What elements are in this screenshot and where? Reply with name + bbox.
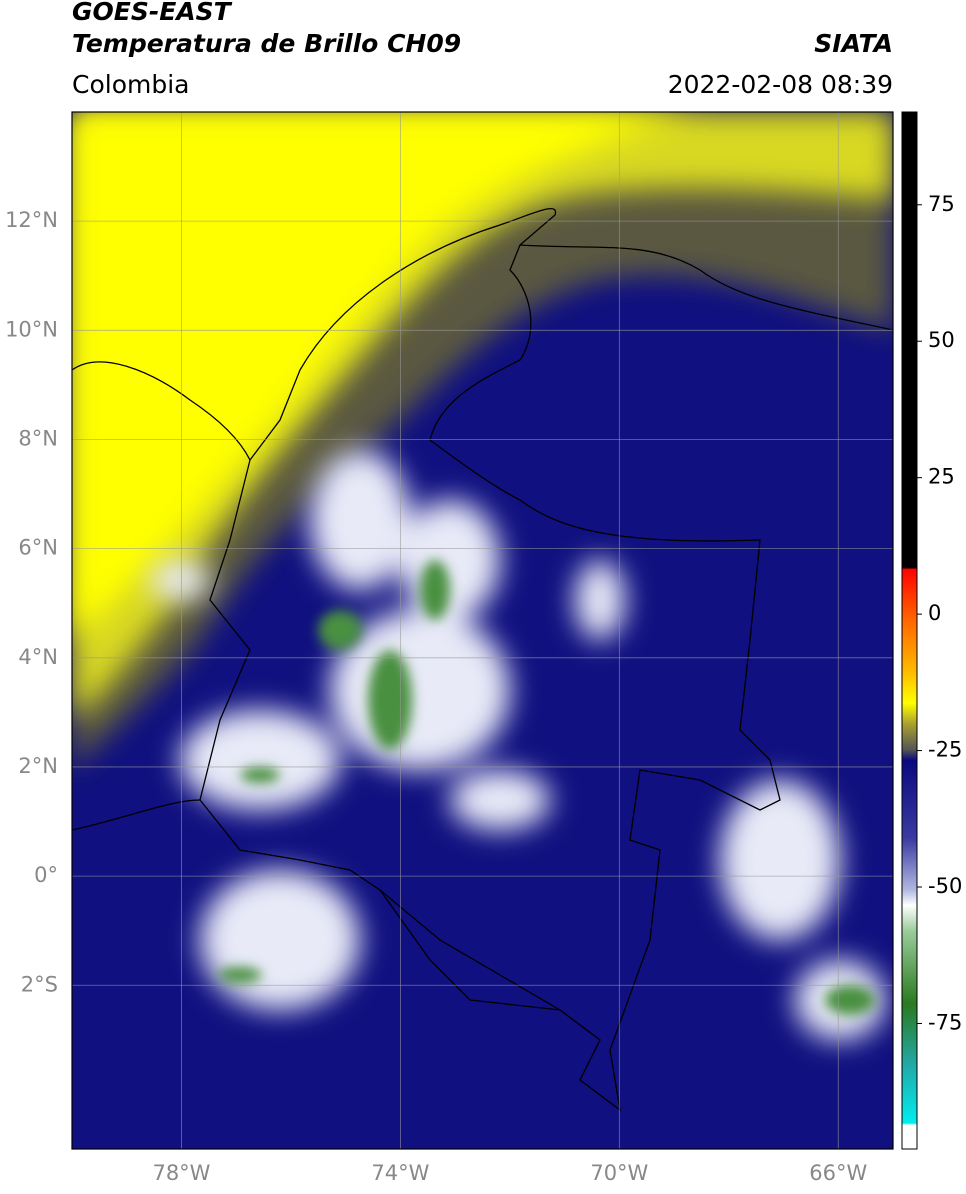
colorbar-tick-label: 0 — [928, 601, 941, 625]
x-tick-label: 74°W — [371, 1161, 429, 1185]
y-tick-label: 8°N — [18, 426, 58, 450]
colorbar-tick-label: -50 — [928, 874, 962, 898]
y-tick-label: 0° — [34, 863, 58, 887]
y-tick-label: 12°N — [5, 208, 58, 232]
satellite-image — [72, 112, 893, 1149]
colorbar-tick-label: 50 — [928, 328, 955, 352]
y-tick-label: 2°S — [21, 972, 58, 996]
colorbar — [901, 111, 918, 1150]
x-tick-label: 78°W — [152, 1161, 210, 1185]
region: Colombia — [72, 70, 189, 99]
product: Temperatura de Brillo CH09 — [72, 29, 461, 58]
y-tick-label: 10°N — [5, 317, 58, 341]
colorbar-tick-label: -75 — [928, 1010, 962, 1034]
colorbar-tick-label: 25 — [928, 465, 955, 489]
colorbar-tick-label: -25 — [928, 738, 962, 762]
source: SIATA — [814, 29, 893, 58]
x-tick-label: 66°W — [809, 1161, 867, 1185]
x-tick-label: 70°W — [590, 1161, 648, 1185]
datetime: 2022-02-08 08:39 — [668, 70, 893, 99]
colorbar-tick-label: 75 — [928, 192, 955, 216]
y-tick-label: 2°N — [18, 754, 58, 778]
y-tick-label: 4°N — [18, 645, 58, 669]
gridlines — [72, 112, 893, 1149]
plot-frame — [71, 111, 894, 1150]
satellite: GOES-EAST — [72, 0, 233, 26]
y-tick-label: 6°N — [18, 536, 58, 560]
